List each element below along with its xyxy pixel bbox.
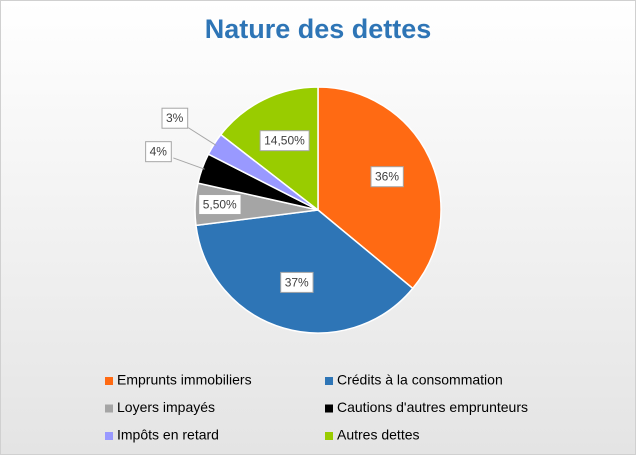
legend-swatch	[325, 404, 333, 413]
legend-swatch	[105, 404, 113, 413]
legend-label: Emprunts immobiliers	[117, 372, 252, 388]
data-label: 4%	[150, 145, 168, 159]
pie-slice	[317, 86, 442, 290]
data-label: 14,50%	[264, 134, 305, 148]
label-box	[161, 107, 189, 129]
label-box	[198, 194, 242, 216]
legend-swatch	[325, 432, 333, 440]
data-label: 36%	[375, 170, 399, 184]
legend-label: Loyers impayés	[117, 399, 215, 415]
legend-label: Autres dettes	[337, 427, 420, 443]
legend-label: Cautions d'autres emprunteurs	[337, 399, 528, 415]
chart-title: Nature des dettes	[205, 14, 432, 44]
label-box	[145, 141, 172, 163]
leader-line	[187, 127, 217, 146]
legend-label: Crédits à la consommation	[337, 372, 503, 388]
data-label: 3%	[166, 111, 184, 125]
legend-swatch	[325, 377, 333, 385]
legend-swatch	[105, 377, 113, 385]
label-box	[370, 166, 404, 188]
legend-label: Impôts en retard	[117, 427, 219, 443]
leader-line	[173, 157, 205, 170]
legend-swatch	[105, 432, 113, 440]
pie-slice	[195, 209, 414, 334]
data-label: 37%	[285, 275, 309, 289]
label-box	[259, 130, 310, 152]
data-label: 5,50%	[203, 198, 237, 212]
label-box	[280, 271, 314, 293]
